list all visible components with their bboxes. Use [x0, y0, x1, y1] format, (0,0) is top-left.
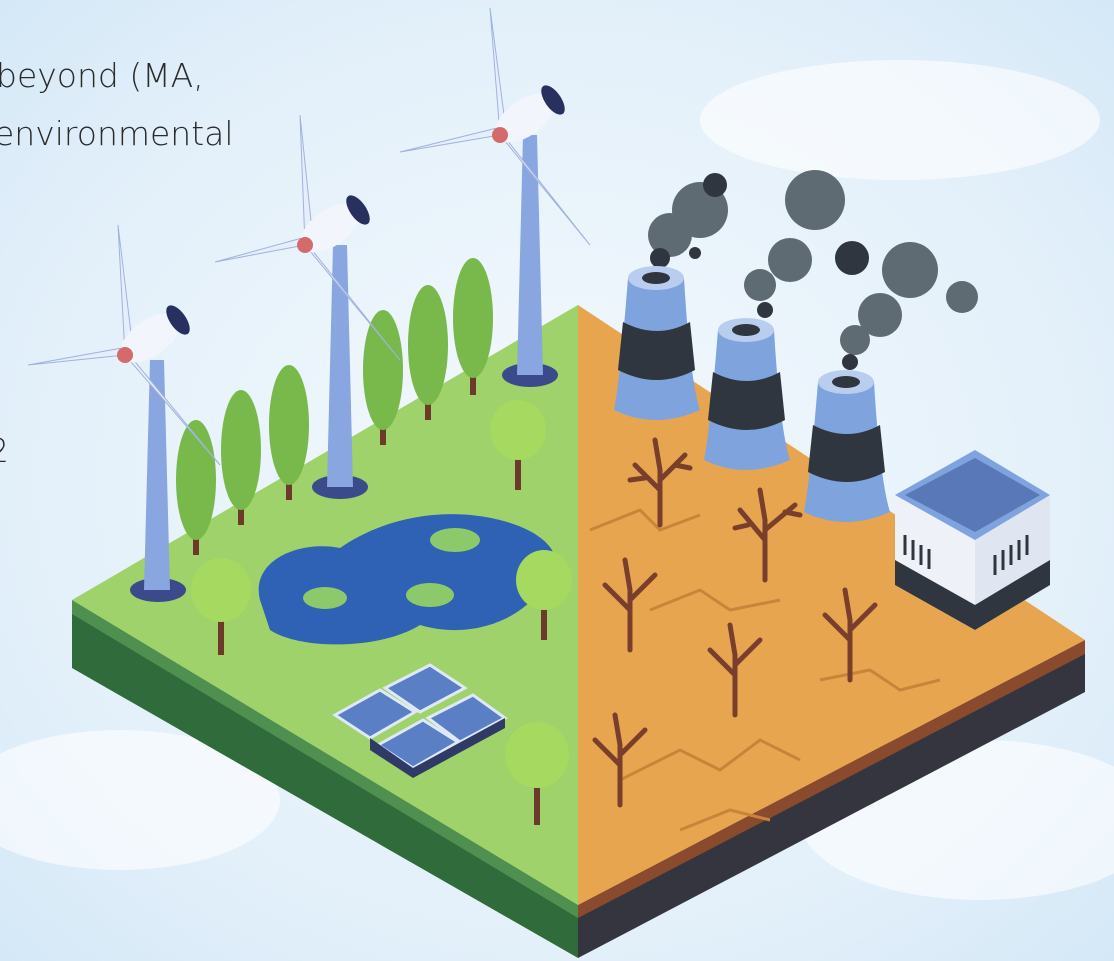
lily-pads — [303, 528, 480, 609]
cracks — [589, 508, 941, 832]
dead-trees — [592, 437, 878, 808]
pond — [258, 514, 557, 645]
cooling-towers — [614, 266, 890, 522]
trees — [176, 258, 572, 825]
text-line: beyond (MA, — [0, 56, 204, 95]
wind-turbines — [27, 7, 591, 602]
dry-land — [578, 305, 1085, 905]
text-line: environmental — [0, 114, 234, 153]
text-line: 2 — [0, 431, 9, 470]
smoke — [648, 170, 978, 370]
island-edge — [72, 600, 578, 918]
island-edge — [578, 640, 1085, 918]
solar-panels — [332, 663, 508, 778]
factory — [895, 450, 1050, 630]
